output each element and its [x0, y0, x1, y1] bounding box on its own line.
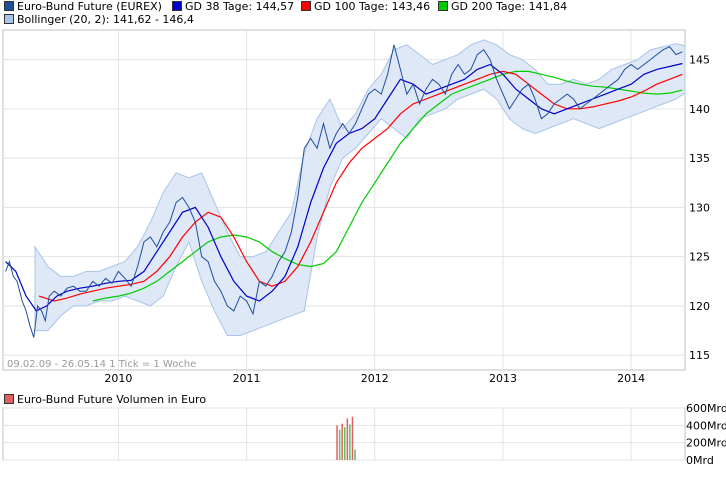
volume-tick-label: 200Mrd: [686, 437, 726, 450]
x-tick-label: 2012: [361, 372, 389, 385]
y-tick-label: 125: [689, 251, 710, 264]
bollinger-band: [34, 39, 686, 336]
legend-item-bund: Euro-Bund Future (EUREX): [4, 1, 162, 13]
legend-row-2: Bollinger (20, 2): 141,62 - 146,4: [4, 14, 194, 26]
legend-label-gd200: GD 200 Tage: 141,84: [451, 0, 568, 13]
y-tick-label: 145: [689, 54, 710, 67]
volume-bar: [351, 416, 354, 460]
legend-label-bund: Euro-Bund Future (EUREX): [17, 0, 162, 13]
main-series-layer: [5, 39, 686, 338]
gd100-line: [38, 70, 683, 302]
y-tick-label: 115: [689, 349, 710, 362]
volume-bar: [336, 425, 338, 460]
volume-legend: Euro-Bund Future Volumen in Euro: [4, 394, 206, 406]
y-tick-label: 135: [689, 152, 710, 165]
x-axis-ticks: 2010 2011 2012 2013 2014: [104, 372, 645, 385]
y-tick-label: 130: [689, 201, 710, 214]
volume-tick-label: 600Mrd: [686, 402, 726, 415]
legend-label-bollinger: Bollinger (20, 2): 141,62 - 146,4: [17, 13, 194, 26]
date-range-info: 09.02.09 - 26.05.14 1 Tick = 1 Woche: [7, 359, 196, 370]
x-tick-label: 2010: [104, 372, 132, 385]
volume-tick-label: 0Mrd: [686, 454, 714, 467]
legend-swatch-bund: [4, 1, 14, 11]
legend-swatch-bollinger: [4, 14, 14, 24]
legend-swatch-gd200: [438, 1, 448, 11]
legend-item-gd38: GD 38 Tage: 144,57: [172, 1, 294, 13]
legend-label-gd38: GD 38 Tage: 144,57: [185, 0, 295, 13]
legend-item-gd200: GD 200 Tage: 141,84: [438, 1, 567, 13]
volume-bar: [346, 418, 349, 460]
legend-swatch-gd38: [172, 1, 182, 11]
volume-bars: [336, 416, 356, 460]
y-tick-label: 120: [689, 300, 710, 313]
legend: Euro-Bund Future (EUREX) GD 38 Tage: 144…: [4, 1, 724, 13]
volume-plot-area: 0Mrd 200Mrd 400Mrd 600Mrd: [2, 402, 726, 467]
volume-bar: [341, 423, 343, 460]
volume-legend-label: Euro-Bund Future Volumen in Euro: [17, 393, 207, 406]
price-line: [5, 44, 683, 338]
x-tick-label: 2014: [617, 372, 645, 385]
main-plot-frame: [2, 29, 686, 371]
volume-bar: [344, 427, 346, 460]
x-tick-label: 2011: [233, 372, 261, 385]
gd200-line: [92, 70, 683, 302]
volume-legend-swatch: [4, 394, 14, 404]
x-tick-label: 2013: [489, 372, 517, 385]
legend-item-gd100: GD 100 Tage: 143,46: [301, 1, 430, 13]
volume-bar: [338, 429, 341, 460]
volume-tick-label: 400Mrd: [686, 419, 726, 432]
volume-y-ticks: 0Mrd 200Mrd 400Mrd 600Mrd: [686, 402, 726, 467]
volume-bar: [354, 449, 356, 460]
y-tick-label: 140: [689, 103, 710, 116]
legend-swatch-gd100: [301, 1, 311, 11]
y-axis-ticks: 115 120 125 130 135 140 145: [689, 54, 710, 363]
gd38-line: [5, 62, 683, 312]
legend-label-gd100: GD 100 Tage: 143,46: [314, 0, 431, 13]
volume-bar: [349, 424, 351, 460]
